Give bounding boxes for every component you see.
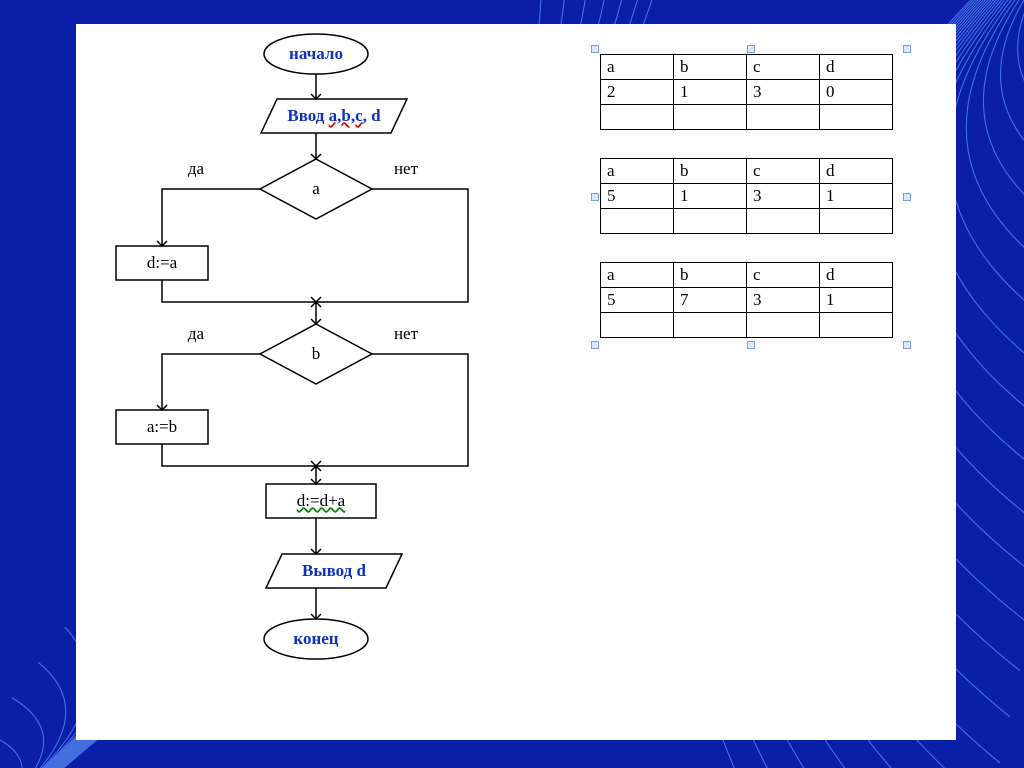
- t1-r2-c2: [747, 209, 820, 234]
- t2-r0-c3: d: [820, 263, 893, 288]
- t0-r0-c1: b: [674, 55, 747, 80]
- t2-r1-c3: 1: [820, 288, 893, 313]
- t2-r2-c1: [674, 313, 747, 338]
- t0-r1-c1: 1: [674, 80, 747, 105]
- flow-label-7: Вывод d: [302, 561, 366, 581]
- flow-label-1: Ввод a,b,c, d: [287, 106, 380, 126]
- selection-handle[interactable]: [747, 45, 755, 53]
- t1-r2-c0: [601, 209, 674, 234]
- t2-r2-c3: [820, 313, 893, 338]
- selection-handle[interactable]: [903, 193, 911, 201]
- t0-r1-c3: 0: [820, 80, 893, 105]
- t0-r0-c2: c: [747, 55, 820, 80]
- t2-r1-c0: 5: [601, 288, 674, 313]
- flow-label-9: да: [188, 159, 204, 179]
- flow-label-3: d:=a: [147, 253, 177, 273]
- selection-handle[interactable]: [591, 193, 599, 201]
- flow-label-0: начало: [289, 44, 343, 64]
- t1-r0-c2: c: [747, 159, 820, 184]
- flow-label-6: d:=d+a: [297, 491, 345, 511]
- flow-label-11: да: [188, 324, 204, 344]
- flow-label-2: a: [312, 179, 320, 199]
- t1-r1-c2: 3: [747, 184, 820, 209]
- flow-label-12: нет: [394, 324, 418, 344]
- selection-handle[interactable]: [747, 341, 755, 349]
- t2-r0-c2: c: [747, 263, 820, 288]
- t2-r2-c0: [601, 313, 674, 338]
- t0-r2-c2: [747, 105, 820, 130]
- t2-r2-c2: [747, 313, 820, 338]
- flow-label-8: конец: [293, 629, 338, 649]
- t0-r1-c0: 2: [601, 80, 674, 105]
- t2-r1-c1: 7: [674, 288, 747, 313]
- t1-r0-c0: a: [601, 159, 674, 184]
- t1-r2-c3: [820, 209, 893, 234]
- flow-label-10: нет: [394, 159, 418, 179]
- t0-r2-c1: [674, 105, 747, 130]
- t1-r1-c3: 1: [820, 184, 893, 209]
- trace-table-0: abcd 2130: [600, 54, 893, 130]
- selection-handle[interactable]: [591, 45, 599, 53]
- t0-r1-c2: 3: [747, 80, 820, 105]
- flowchart-region: начало Ввод a,b,c, d a d:=a b a:=b d:=d+a Вывод…: [76, 24, 516, 740]
- t1-r1-c1: 1: [674, 184, 747, 209]
- t0-r2-c3: [820, 105, 893, 130]
- t0-r2-c0: [601, 105, 674, 130]
- tables-region: abcd2130abcd5131abcd5731: [600, 54, 900, 366]
- t1-r0-c1: b: [674, 159, 747, 184]
- t0-r0-c0: a: [601, 55, 674, 80]
- trace-table-2: abcd 5731: [600, 262, 893, 338]
- selection-handle[interactable]: [591, 341, 599, 349]
- t2-r0-c0: a: [601, 263, 674, 288]
- t2-r0-c1: b: [674, 263, 747, 288]
- flow-label-4: b: [312, 344, 321, 364]
- t0-r0-c3: d: [820, 55, 893, 80]
- selection-handle[interactable]: [903, 341, 911, 349]
- t1-r0-c3: d: [820, 159, 893, 184]
- selection-handle[interactable]: [903, 45, 911, 53]
- t2-r1-c2: 3: [747, 288, 820, 313]
- flow-label-5: a:=b: [147, 417, 177, 437]
- trace-table-1: abcd5131: [600, 158, 893, 234]
- t1-r1-c0: 5: [601, 184, 674, 209]
- t1-r2-c1: [674, 209, 747, 234]
